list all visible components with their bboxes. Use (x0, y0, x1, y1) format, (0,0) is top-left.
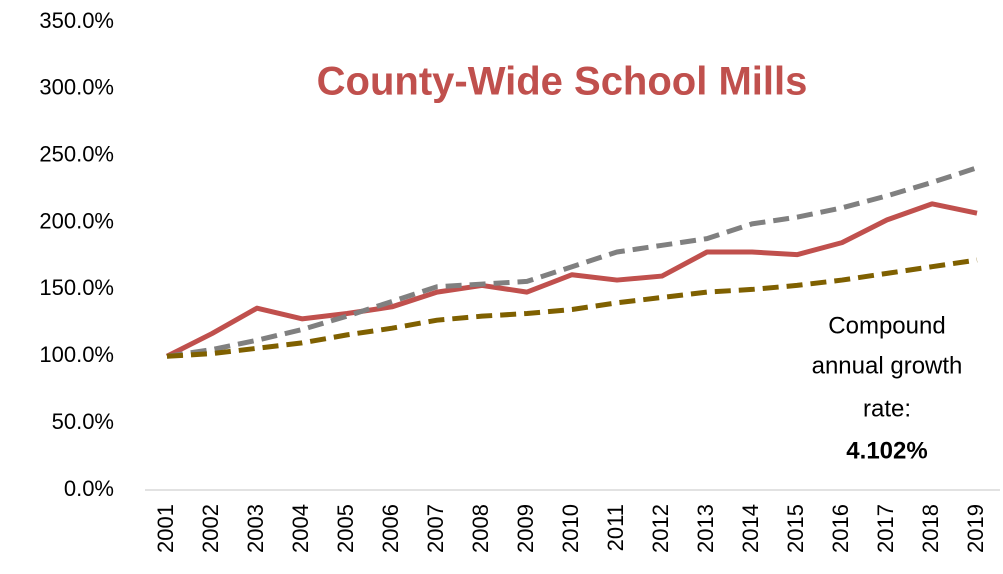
x-tick-label: 2013 (693, 504, 718, 553)
x-tick-label: 2004 (288, 504, 313, 553)
annotation: Compound (828, 312, 945, 339)
y-tick-label: 100.0% (39, 342, 114, 367)
y-tick-label: 200.0% (39, 208, 114, 233)
series-line (166, 165, 978, 359)
y-tick-label: 0.0% (64, 476, 114, 501)
x-tick-label: 2003 (243, 504, 268, 553)
x-tick-label: 2010 (558, 504, 583, 553)
x-tick-label: 2011 (603, 504, 628, 551)
x-tick-label: 2001 (153, 504, 178, 553)
x-tick-label: 2005 (333, 504, 358, 553)
series-line (166, 257, 978, 359)
x-tick-label: 2012 (648, 504, 673, 553)
series-line (165, 201, 978, 359)
x-tick-label: 2019 (963, 504, 988, 553)
annotation: annual growth (812, 352, 963, 379)
x-tick-label: 2007 (423, 504, 448, 553)
annotation-value: 4.102% (846, 437, 927, 464)
x-tick-label: 2006 (378, 504, 403, 553)
x-tick-label: 2015 (783, 504, 808, 553)
x-tick-label: 2009 (513, 504, 538, 553)
y-tick-label: 50.0% (52, 409, 114, 434)
y-tick-label: 350.0% (39, 8, 114, 33)
chart-title: County-Wide School Mills (317, 60, 808, 104)
y-tick-label: 150.0% (39, 275, 114, 300)
y-tick-label: 250.0% (39, 142, 114, 167)
annotation: rate: (863, 395, 911, 422)
x-tick-label: 2017 (873, 504, 898, 553)
x-tick-label: 2018 (918, 504, 943, 553)
x-tick-label: 2002 (198, 504, 223, 553)
x-tick-label: 2008 (468, 504, 493, 553)
y-tick-label: 300.0% (39, 75, 114, 100)
x-tick-label: 2016 (828, 504, 853, 553)
x-tick-label: 2014 (738, 504, 763, 553)
